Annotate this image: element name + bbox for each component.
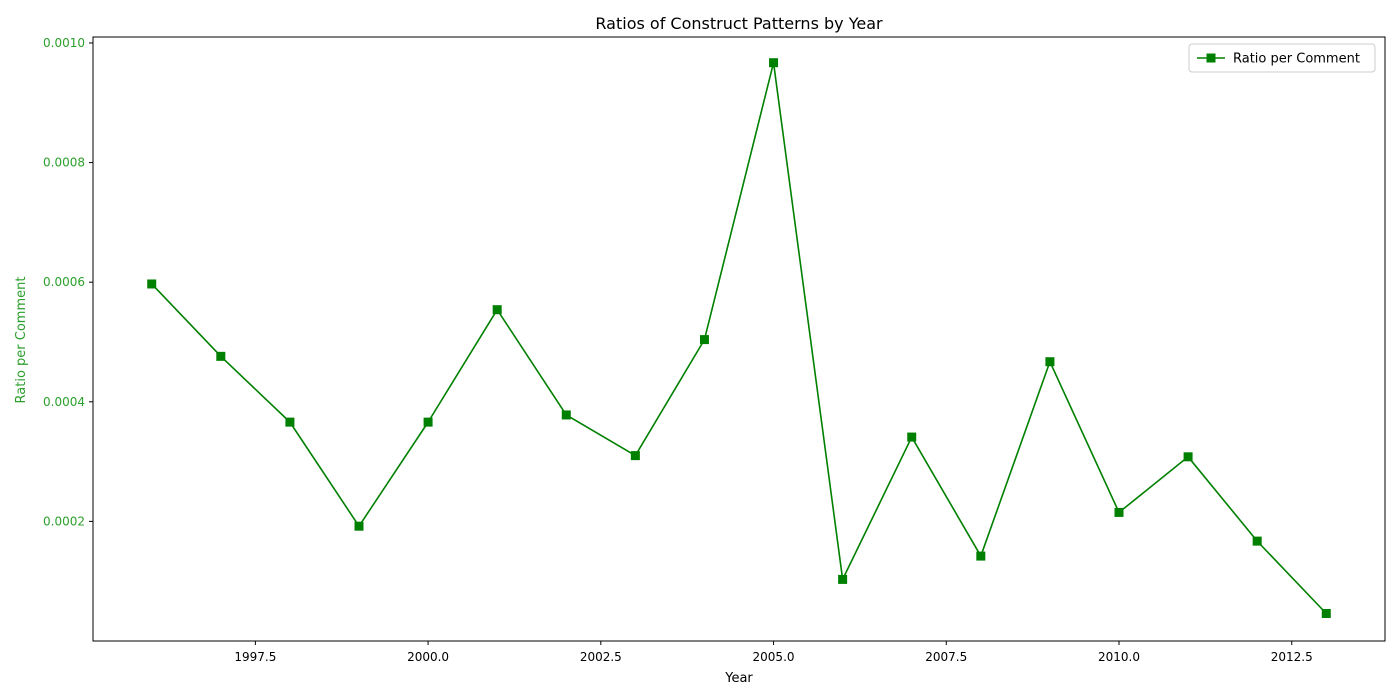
x-tick-label: 2010.0: [1098, 650, 1140, 664]
data-point-marker: [1114, 507, 1124, 517]
data-point-marker: [976, 551, 986, 561]
legend-marker-sample: [1206, 53, 1216, 63]
axes-frame: [92, 36, 1386, 642]
x-tick-label: 2005.0: [753, 650, 795, 664]
x-tick-label: 1997.5: [234, 650, 276, 664]
data-point-marker: [492, 305, 502, 315]
x-tick-label: 2007.5: [925, 650, 967, 664]
data-point-marker: [1045, 357, 1055, 367]
y-tick-label: 0.0006: [43, 275, 85, 289]
x-axis-label: Year: [724, 671, 753, 686]
data-point-marker: [1252, 536, 1262, 546]
data-point-marker: [699, 335, 709, 345]
data-point-marker: [561, 410, 571, 420]
y-tick-label: 0.0002: [43, 514, 85, 528]
legend-entry-label: Ratio per Comment: [1233, 52, 1360, 67]
legend: Ratio per Comment: [1188, 43, 1376, 73]
data-point-marker: [423, 417, 433, 427]
data-point-marker: [147, 279, 157, 289]
y-tick-label: 0.0008: [43, 156, 85, 170]
chart-title: Ratios of Construct Patterns by Year: [595, 14, 883, 33]
y-tick-label: 0.0004: [43, 395, 85, 409]
y-axis-label: Ratio per Comment: [14, 277, 29, 404]
data-point-marker: [907, 432, 917, 442]
x-tick-label: 2002.5: [580, 650, 622, 664]
series-line: [151, 61, 1327, 615]
data-point-marker: [216, 351, 226, 361]
data-point-marker: [354, 521, 364, 531]
axes: 1997.5 2000.0 2002.5 2005.0 2007.5 2010.0 2012…: [43, 36, 1386, 664]
data-point-marker: [769, 58, 779, 68]
x-tick-label: 2000.0: [407, 650, 449, 664]
data-point-marker: [838, 574, 848, 584]
data-point-marker: [1321, 608, 1331, 618]
y-tick-label: 0.0010: [43, 36, 85, 50]
data-point-marker: [630, 451, 640, 461]
data-point-marker: [285, 417, 295, 427]
legend-box: [1188, 43, 1376, 73]
plot-area: [147, 58, 1331, 618]
x-tick-label: 2012.5: [1271, 650, 1313, 664]
data-point-marker: [1183, 452, 1193, 462]
